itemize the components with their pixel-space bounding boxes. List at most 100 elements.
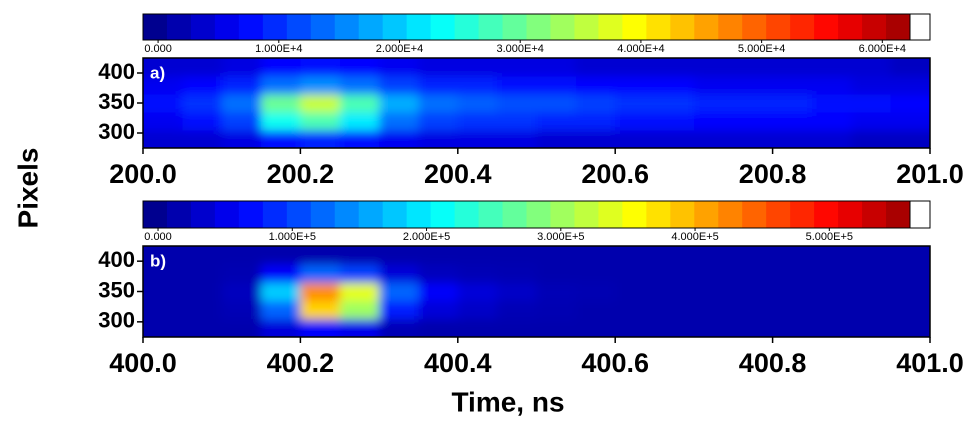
- x-tick-label: 201.0: [896, 159, 964, 189]
- heatmap-cell: [221, 300, 262, 320]
- heatmap-cell: [575, 112, 616, 131]
- heatmap-cell: [339, 246, 380, 265]
- heatmap-cell: [851, 76, 892, 95]
- heatmap-cell: [418, 282, 459, 302]
- heatmap-cell: [497, 300, 537, 320]
- colorbar-band: [286, 14, 312, 40]
- heatmap-cell: [497, 264, 537, 283]
- heatmap-cell: [221, 282, 262, 302]
- heatmap-cell: [143, 58, 183, 77]
- heatmap-cell: [497, 94, 537, 113]
- colorbar-tick-label: 4.000E+4: [617, 43, 664, 55]
- colorbar-band: [430, 14, 456, 40]
- heatmap-cell: [536, 318, 577, 337]
- heatmap-cell: [536, 300, 577, 320]
- heatmap-cell: [575, 246, 616, 265]
- heatmap-cell: [851, 112, 892, 131]
- x-tick-label: 400.2: [267, 348, 335, 378]
- heatmap-cell: [654, 246, 695, 265]
- heatmap-cell: [851, 94, 892, 113]
- heatmap-cell: [261, 246, 301, 265]
- heatmap-cell: [615, 264, 656, 283]
- heatmap-cell: [418, 264, 459, 283]
- heatmap-cell: [300, 94, 341, 113]
- colorbar-band: [598, 14, 623, 40]
- x-axis-label: Time, ns: [451, 386, 564, 417]
- heatmap-cell: [654, 130, 695, 148]
- heatmap-cell: [575, 76, 616, 95]
- colorbar-band: [286, 201, 312, 228]
- heatmap-cell: [379, 58, 419, 77]
- colorbar-band: [454, 201, 480, 228]
- heatmap-cell: [536, 58, 577, 77]
- y-axis-label: Pixels: [12, 148, 43, 229]
- colorbar-band: [646, 201, 671, 228]
- heatmap-cell: [772, 58, 813, 77]
- y-tick-label: 400: [98, 247, 135, 272]
- heatmap-cell: [339, 264, 380, 283]
- x-tick-label: 400.8: [739, 348, 807, 378]
- heatmap-cell: [693, 58, 734, 77]
- heatmap-cell: [143, 300, 183, 320]
- heatmap-cell: [536, 130, 577, 148]
- colorbar-band: [526, 14, 551, 40]
- heatmap-cell: [418, 58, 459, 77]
- colorbar-band: [262, 201, 288, 228]
- heatmap-cell: [339, 300, 380, 320]
- heatmap-cell: [143, 318, 183, 337]
- heatmap-cell: [772, 300, 813, 320]
- heatmap-cell: [418, 318, 459, 337]
- colorbar-band: [622, 201, 647, 228]
- heatmap-cell: [261, 130, 301, 148]
- colorbar-band: [238, 14, 264, 40]
- heatmap-cell: [733, 264, 774, 283]
- heatmap-cell: [457, 300, 498, 320]
- colorbar-tick-label: 4.000E+5: [671, 231, 718, 243]
- colorbar-band: [406, 14, 432, 40]
- heatmap-cell: [379, 94, 419, 113]
- colorbar-tick-label: 1.000E+4: [255, 43, 302, 55]
- heatmap-cell: [418, 112, 459, 131]
- heatmap-cell: [615, 112, 656, 131]
- heatmap-cell: [221, 76, 262, 95]
- colorbar-band: [718, 201, 743, 228]
- heatmap-cell: [143, 282, 183, 302]
- heatmap-cell: [339, 112, 380, 131]
- colorbar-band: [166, 201, 192, 228]
- colorbar-tick-label: 2.000E+5: [403, 231, 450, 243]
- heatmap-cell: [890, 58, 930, 77]
- heatmap-cell: [379, 318, 419, 337]
- heatmap: [143, 58, 930, 148]
- colorbar-band: [646, 14, 671, 40]
- heatmap-cell: [811, 264, 852, 283]
- heatmap-cell: [182, 58, 223, 77]
- heatmap-cell: [693, 264, 734, 283]
- heatmap-cell: [890, 112, 930, 131]
- heatmap-cell: [261, 300, 301, 320]
- colorbar-band: [742, 14, 767, 40]
- heatmap-cell: [733, 246, 774, 265]
- heatmap-cell: [654, 282, 695, 302]
- heatmap-cell: [457, 58, 498, 77]
- colorbar-band: [310, 14, 336, 40]
- heatmap-cell: [339, 58, 380, 77]
- heatmap-cell: [811, 318, 852, 337]
- heatmap-cell: [693, 300, 734, 320]
- heatmap-cell: [261, 94, 301, 113]
- heatmap-cell: [300, 130, 341, 148]
- heatmap-cell: [143, 76, 183, 95]
- colorbar-band: [814, 14, 839, 40]
- colorbar-tick-label: 6.000E+4: [859, 43, 906, 55]
- heatmap-cell: [261, 282, 301, 302]
- heatmap-cell: [615, 300, 656, 320]
- heatmap-cell: [851, 264, 892, 283]
- heatmap-cell: [143, 264, 183, 283]
- colorbar-tick-label: 2.000E+4: [376, 43, 423, 55]
- heatmap-cell: [221, 112, 262, 131]
- heatmap-cell: [418, 300, 459, 320]
- colorbar-band: [334, 14, 360, 40]
- heatmap-cell: [457, 282, 498, 302]
- heatmap-cell: [772, 246, 813, 265]
- colorbar-band: [310, 201, 336, 228]
- heatmap-cell: [693, 130, 734, 148]
